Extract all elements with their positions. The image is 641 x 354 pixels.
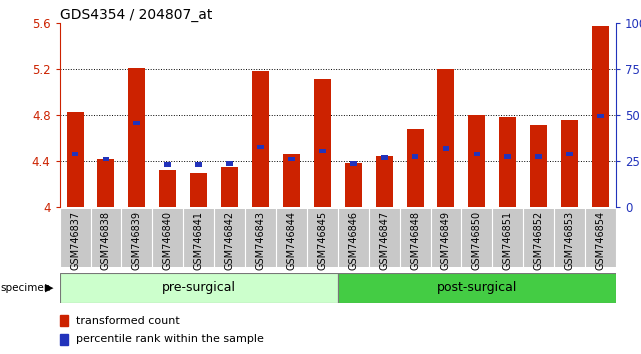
Text: GSM746842: GSM746842 [224,211,235,270]
Bar [504,154,512,159]
Bar [442,146,449,150]
Text: transformed count: transformed count [76,316,179,326]
Text: GSM746841: GSM746841 [194,211,204,270]
Bar [499,117,516,207]
Text: GSM746852: GSM746852 [534,211,544,270]
Text: GSM746850: GSM746850 [472,211,482,270]
Bar [60,334,68,345]
Text: GSM746840: GSM746840 [163,211,173,270]
Bar [60,315,68,326]
Text: GSM746849: GSM746849 [441,211,451,270]
Bar [469,115,485,207]
Bar [566,152,573,156]
Text: GSM746846: GSM746846 [348,211,358,270]
Bar [376,156,393,207]
Bar [160,170,176,207]
Text: GSM746851: GSM746851 [503,211,513,270]
Bar [72,152,78,156]
Bar [164,162,171,167]
Text: GSM746843: GSM746843 [256,211,265,270]
Text: GDS4354 / 204807_at: GDS4354 / 204807_at [60,8,212,22]
Text: GSM746838: GSM746838 [101,211,111,270]
Text: GSM746844: GSM746844 [287,211,296,270]
Text: GSM746845: GSM746845 [317,211,328,270]
Bar [288,156,295,161]
Bar [257,145,264,149]
Bar [597,114,604,118]
Bar [350,161,356,166]
Bar [103,156,110,161]
Text: specimen: specimen [1,282,51,293]
Bar [314,79,331,207]
Bar [381,155,388,160]
Text: post-surgical: post-surgical [437,281,517,294]
Text: GSM746837: GSM746837 [70,211,80,270]
Bar [592,27,609,207]
Bar [133,121,140,125]
Text: GSM746853: GSM746853 [565,211,574,270]
Bar [128,68,146,207]
Bar [474,152,480,156]
Bar [283,154,300,207]
Bar [561,120,578,207]
Bar [196,162,202,167]
Text: pre-surgical: pre-surgical [162,281,236,294]
Bar [67,112,83,207]
Bar [535,154,542,159]
Text: ▶: ▶ [45,282,53,293]
Bar [60,273,338,303]
Bar [190,172,207,207]
Bar [252,72,269,207]
Text: percentile rank within the sample: percentile rank within the sample [76,334,263,344]
Text: GSM746839: GSM746839 [132,211,142,270]
Bar [226,161,233,166]
Bar [406,129,424,207]
Bar [97,159,115,207]
Text: GSM746847: GSM746847 [379,211,389,270]
Bar [438,69,454,207]
Text: GSM746854: GSM746854 [595,211,606,270]
Bar [530,125,547,207]
Text: GSM746848: GSM746848 [410,211,420,270]
Bar [338,273,616,303]
Bar [319,149,326,153]
Bar [412,154,419,159]
Bar [345,163,362,207]
Bar [221,167,238,207]
